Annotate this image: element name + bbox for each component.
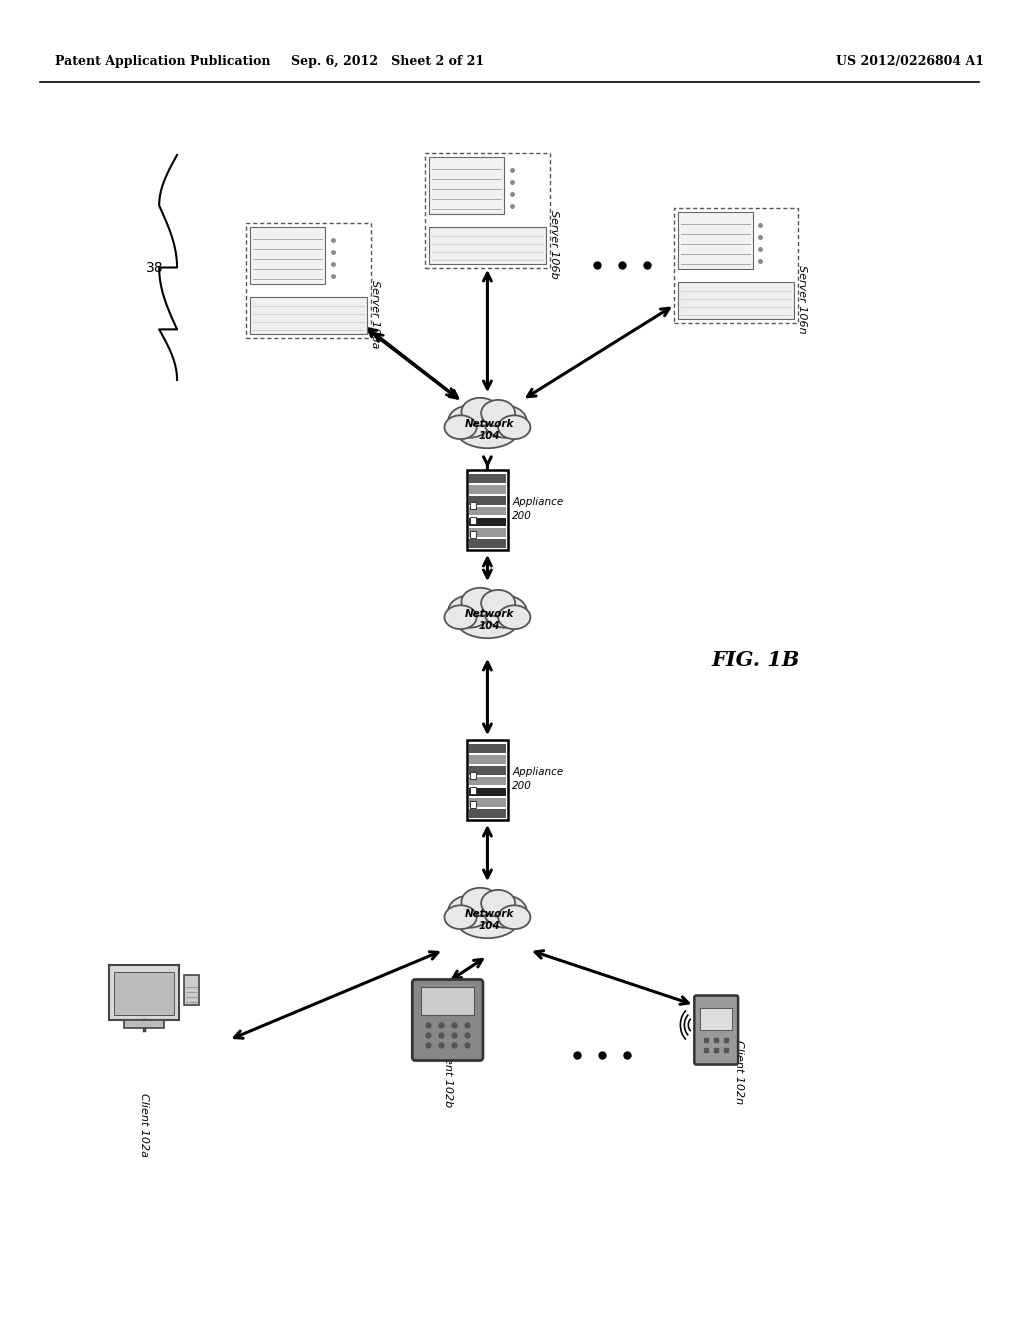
Bar bbox=[469, 788, 506, 796]
Text: Server 106b: Server 106b bbox=[549, 210, 558, 279]
Bar bbox=[469, 799, 506, 807]
Ellipse shape bbox=[462, 397, 499, 426]
Bar bbox=[678, 281, 795, 318]
Bar bbox=[700, 1008, 732, 1030]
Bar bbox=[469, 507, 506, 515]
Bar bbox=[469, 766, 506, 775]
Bar bbox=[469, 744, 506, 752]
Ellipse shape bbox=[498, 906, 530, 929]
Bar bbox=[250, 297, 367, 334]
Text: Network: Network bbox=[465, 609, 514, 619]
Text: Client 102b: Client 102b bbox=[442, 1043, 453, 1107]
Text: US 2012/0226804 A1: US 2012/0226804 A1 bbox=[836, 55, 984, 69]
Bar bbox=[115, 972, 174, 1015]
Text: FIG. 1B: FIG. 1B bbox=[712, 649, 800, 671]
Ellipse shape bbox=[456, 602, 519, 638]
Ellipse shape bbox=[483, 895, 526, 928]
Text: Server 106a: Server 106a bbox=[370, 280, 380, 348]
Bar bbox=[469, 517, 506, 527]
Ellipse shape bbox=[483, 405, 526, 438]
Ellipse shape bbox=[444, 606, 477, 630]
FancyBboxPatch shape bbox=[470, 516, 476, 524]
Text: Client 102n: Client 102n bbox=[734, 1040, 744, 1104]
Ellipse shape bbox=[498, 416, 530, 440]
Text: 104: 104 bbox=[478, 921, 501, 931]
Bar bbox=[469, 755, 506, 764]
Ellipse shape bbox=[462, 888, 499, 916]
FancyBboxPatch shape bbox=[470, 531, 476, 539]
Bar bbox=[469, 474, 506, 483]
Bar bbox=[184, 975, 199, 1005]
Text: Appliance: Appliance bbox=[512, 498, 563, 507]
Ellipse shape bbox=[449, 595, 490, 628]
Ellipse shape bbox=[444, 906, 477, 929]
Bar bbox=[469, 528, 506, 537]
Ellipse shape bbox=[483, 595, 526, 628]
Ellipse shape bbox=[449, 405, 490, 438]
Text: Network: Network bbox=[465, 418, 514, 429]
Text: 200: 200 bbox=[512, 781, 532, 791]
Text: Client 102a: Client 102a bbox=[139, 1093, 150, 1158]
FancyBboxPatch shape bbox=[467, 470, 508, 550]
Bar bbox=[469, 809, 506, 818]
Bar bbox=[110, 965, 179, 1020]
Bar bbox=[674, 207, 799, 322]
FancyBboxPatch shape bbox=[413, 979, 483, 1060]
Bar bbox=[246, 223, 371, 338]
Text: Sep. 6, 2012   Sheet 2 of 21: Sep. 6, 2012 Sheet 2 of 21 bbox=[292, 55, 484, 69]
Text: 38: 38 bbox=[146, 261, 164, 275]
Ellipse shape bbox=[449, 895, 490, 928]
Text: Patent Application Publication: Patent Application Publication bbox=[54, 55, 270, 69]
Ellipse shape bbox=[456, 902, 519, 939]
Bar bbox=[678, 211, 753, 269]
Ellipse shape bbox=[462, 587, 499, 616]
Text: Server 106n: Server 106n bbox=[798, 265, 807, 334]
Ellipse shape bbox=[498, 606, 530, 630]
FancyBboxPatch shape bbox=[694, 995, 738, 1064]
Bar bbox=[469, 484, 506, 494]
Bar bbox=[469, 776, 506, 785]
Text: 200: 200 bbox=[512, 511, 532, 521]
Bar bbox=[429, 227, 546, 264]
FancyBboxPatch shape bbox=[470, 772, 476, 779]
FancyBboxPatch shape bbox=[470, 801, 476, 808]
Text: 104: 104 bbox=[478, 432, 501, 441]
Ellipse shape bbox=[456, 412, 519, 449]
Ellipse shape bbox=[444, 416, 477, 440]
FancyBboxPatch shape bbox=[470, 502, 476, 510]
Ellipse shape bbox=[481, 890, 515, 916]
Bar bbox=[469, 496, 506, 504]
Ellipse shape bbox=[481, 590, 515, 616]
Bar bbox=[425, 153, 550, 268]
Bar bbox=[250, 227, 325, 284]
Text: Network: Network bbox=[465, 909, 514, 919]
Bar bbox=[429, 157, 504, 214]
Bar bbox=[469, 540, 506, 548]
Bar bbox=[124, 1020, 164, 1028]
FancyBboxPatch shape bbox=[470, 787, 476, 793]
Text: Appliance: Appliance bbox=[512, 767, 563, 777]
FancyBboxPatch shape bbox=[467, 741, 508, 820]
Bar bbox=[421, 987, 474, 1015]
Ellipse shape bbox=[481, 400, 515, 426]
Text: 104: 104 bbox=[478, 620, 501, 631]
